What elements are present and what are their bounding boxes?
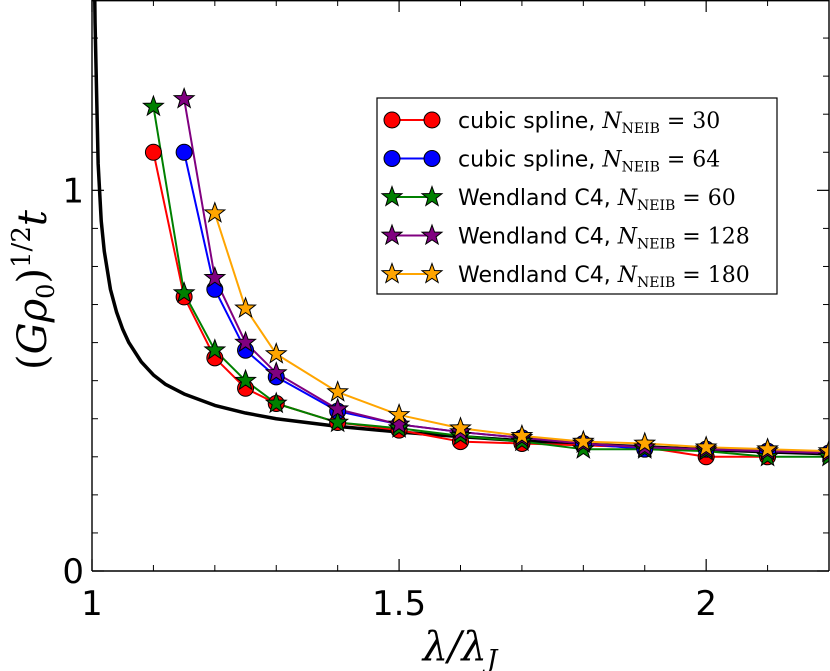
x-tick-label: 1.5 (372, 584, 426, 624)
series-3-point (234, 330, 257, 353)
legend-marker-3 (420, 223, 444, 246)
series-4-point (326, 380, 350, 402)
legend: cubic spline, NNEIB = 30 cubic spline, NN… (376, 97, 778, 295)
legend-marker-0 (383, 111, 401, 129)
legend-marker-2 (380, 185, 404, 207)
series-4-point (449, 416, 472, 438)
legend-marker-4 (380, 262, 404, 284)
legend-label-0: cubic spline, NNEIB = 30 (458, 109, 720, 137)
series-4-point (510, 423, 534, 446)
series-3-point (172, 86, 196, 109)
legend-marker-3 (380, 223, 404, 246)
series-0-point (144, 143, 162, 161)
series-4-point (633, 431, 657, 454)
y-tick-label: 1 (62, 171, 84, 211)
legend-marker-0 (423, 111, 441, 129)
ticks-layer: 1 1.5 201 (62, 0, 830, 624)
legend-box (376, 97, 778, 295)
legend-label-2: Wendland C4, NNEIB = 60 (458, 186, 736, 214)
series-4-point (756, 437, 779, 459)
legend-label-1: cubic spline, NNEIB = 64 (458, 148, 720, 176)
legend-marker-2 (420, 185, 444, 207)
series-layer (93, 0, 829, 467)
series-2-point (203, 338, 227, 360)
series-2-point (264, 391, 288, 414)
series-2-point (326, 410, 350, 433)
series-4-point (387, 402, 411, 425)
series-4-point (817, 439, 829, 461)
series-3-point (264, 361, 288, 383)
legend-marker-1 (423, 150, 441, 167)
series-4-point (234, 296, 257, 319)
series-2-point (234, 368, 257, 391)
series-3-point (387, 412, 411, 435)
legend-marker-1 (383, 150, 401, 167)
series-3-point (326, 397, 350, 419)
series-4-point (571, 429, 595, 452)
series-4-point (203, 201, 227, 223)
legend-marker-4 (420, 262, 444, 284)
series-4-point (694, 435, 718, 457)
series-1-point (175, 143, 193, 161)
x-tick-label: 1 (81, 584, 103, 624)
series-3-point (203, 265, 227, 288)
svg-text:(Gρ0)1/2t: (Gρ0)1/2t (7, 209, 60, 370)
legend-label-3: Wendland C4, NNEIB = 128 (458, 225, 750, 253)
series-2-point (142, 94, 165, 117)
x-axis-title: λ/λJ (421, 624, 499, 671)
legend-label-4: Wendland C4, NNEIB = 180 (458, 263, 750, 291)
y-tick-label: 0 (62, 552, 84, 592)
series-2-point (172, 281, 196, 303)
series-4-point (264, 342, 288, 364)
x-tick-label: 2 (695, 584, 717, 624)
y-axis-title: (Gρ0)1/2t (7, 209, 60, 370)
